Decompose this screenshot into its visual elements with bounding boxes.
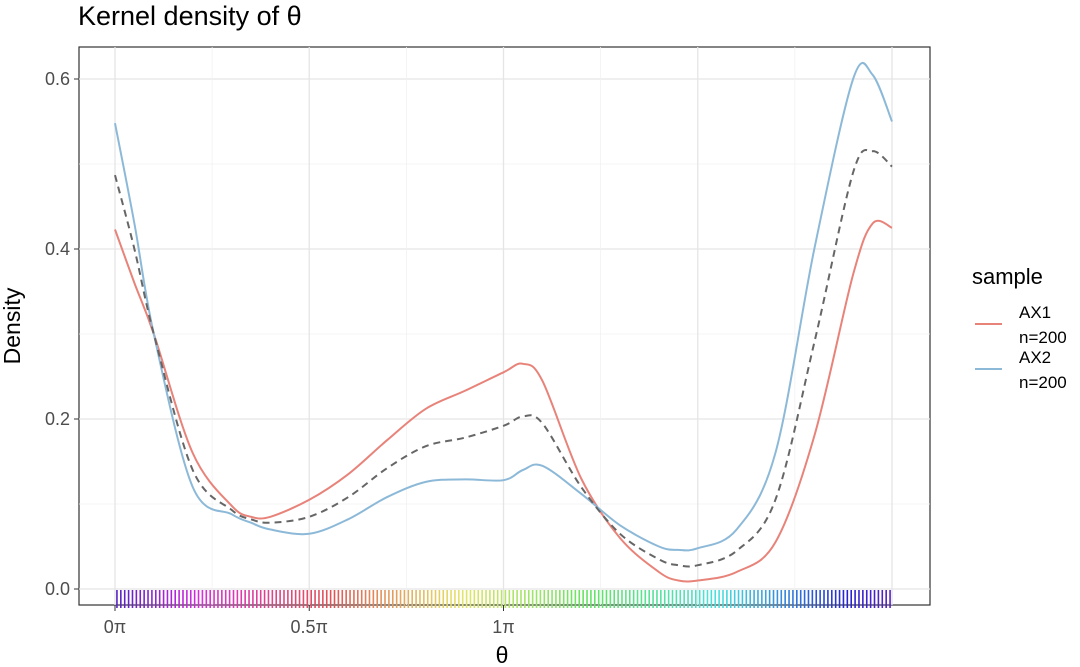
rug xyxy=(116,590,891,608)
chart-title: Kernel density of θ xyxy=(78,1,302,31)
plot-panel xyxy=(78,46,931,606)
y-axis: 0.0 0.2 0.4 0.6 xyxy=(45,69,79,599)
x-tick-label: 0.5π xyxy=(291,617,328,637)
x-tick-label: 0π xyxy=(104,617,126,637)
series-layer xyxy=(114,62,893,583)
y-axis-title: Density xyxy=(0,287,25,364)
x-axis: 0π 0.5π 1π xyxy=(104,605,515,637)
y-tick-label: 0.6 xyxy=(45,69,70,89)
series-line-0 xyxy=(114,219,893,583)
x-tick-label: 1π xyxy=(492,617,514,637)
y-tick-label: 0.4 xyxy=(45,239,70,259)
legend-label-ax1-name: AX1 xyxy=(1019,303,1051,322)
grid xyxy=(79,47,930,605)
y-tick-label: 0.0 xyxy=(45,579,70,599)
x-axis-title: θ xyxy=(496,642,509,667)
legend: sample AX1 n=200 AX2 n=200 xyxy=(972,264,1067,392)
legend-title: sample xyxy=(972,264,1043,289)
y-tick-label: 0.2 xyxy=(45,409,70,429)
legend-label-ax2-n: n=200 xyxy=(1019,373,1067,392)
legend-label-ax2-name: AX2 xyxy=(1019,348,1051,367)
series-line-1 xyxy=(114,62,893,552)
legend-label-ax1-n: n=200 xyxy=(1019,328,1067,347)
